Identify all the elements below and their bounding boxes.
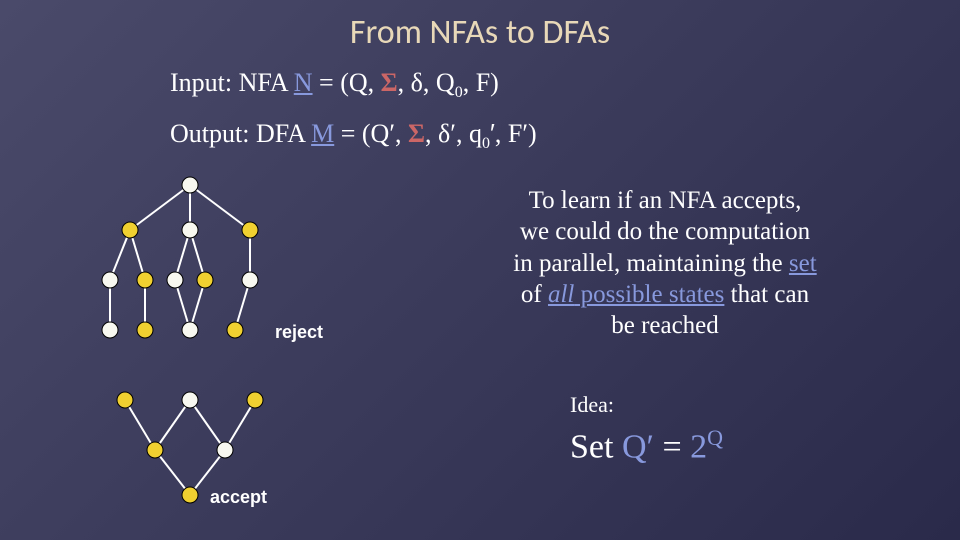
- output-prefix: Output: DFA: [170, 119, 311, 148]
- body-l4a: of: [521, 281, 548, 308]
- idea-q: Q′: [622, 428, 654, 465]
- body-l3: in parallel, maintaining the: [513, 250, 789, 277]
- idea-label: Idea:: [570, 392, 614, 418]
- page-title: From NFAs to DFAs: [0, 0, 960, 53]
- input-tuple-close: , F): [463, 68, 499, 97]
- output-sigma: Σ: [408, 119, 425, 148]
- input-prefix: Input: NFA: [170, 68, 294, 97]
- tree-diagram: reject accept: [85, 170, 365, 530]
- idea-exp: Q: [707, 425, 723, 450]
- output-mid: , δ′, q: [425, 119, 482, 148]
- reject-label: reject: [275, 322, 323, 342]
- output-line: Output: DFA M = (Q′, Σ, δ′, q0′, F′): [170, 118, 537, 153]
- output-sub0: 0: [482, 135, 490, 152]
- set-link: set: [789, 250, 817, 277]
- accept-label: accept: [210, 487, 267, 507]
- body-paragraph: To learn if an NFA accepts, we could do …: [430, 185, 900, 341]
- idea-set: Set: [570, 428, 622, 465]
- input-line: Input: NFA N = (Q, Σ, δ, Q0, F): [170, 68, 499, 102]
- output-tuple-open: = (Q′,: [334, 119, 408, 148]
- body-l2: we could do the computation: [520, 218, 810, 245]
- input-mid: , δ, Q: [398, 68, 455, 97]
- idea-eq: =: [654, 428, 690, 465]
- body-l1: To learn if an NFA accepts,: [529, 187, 802, 214]
- body-l4b: possible states: [574, 281, 724, 308]
- input-sigma: Σ: [381, 68, 398, 97]
- idea-formula: Set Q′ = 2Q: [570, 425, 723, 466]
- output-tuple-close: , F′): [495, 119, 537, 148]
- body-l5: be reached: [611, 312, 719, 339]
- nfa-name: N: [294, 68, 313, 97]
- dfa-name: M: [311, 119, 334, 148]
- all-link: all: [548, 281, 574, 308]
- body-l4c: that can: [724, 281, 809, 308]
- idea-two: 2: [690, 428, 707, 465]
- input-sub0: 0: [455, 84, 463, 101]
- input-tuple-open: = (Q,: [313, 68, 381, 97]
